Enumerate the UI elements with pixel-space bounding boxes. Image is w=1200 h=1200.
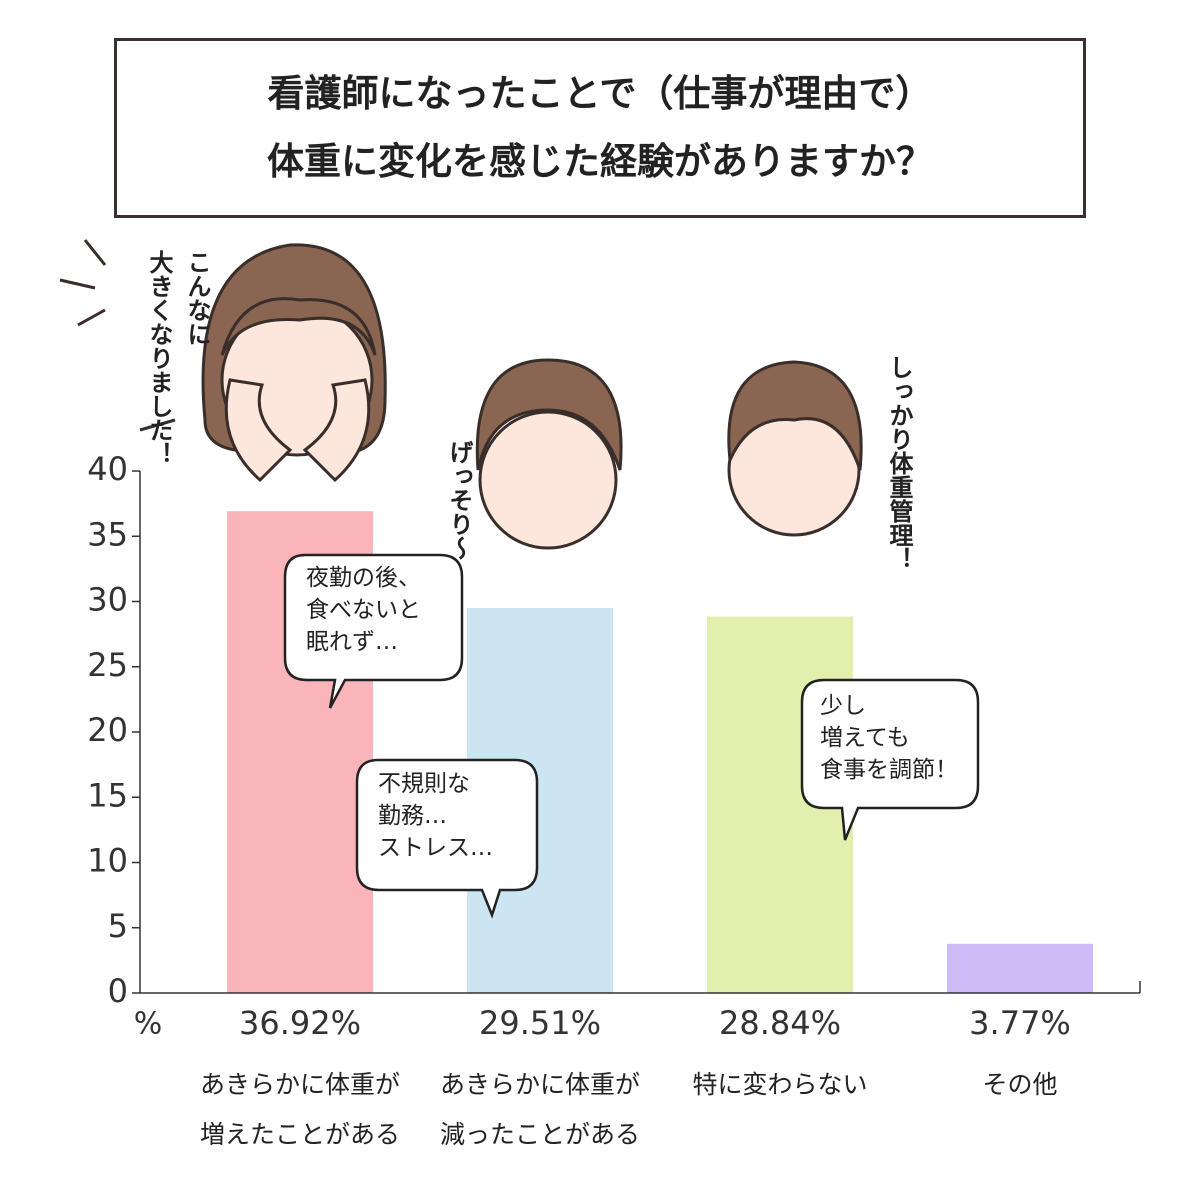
y-tick-label: 35 — [87, 515, 128, 553]
chart-title: 看護師になったことで（仕事が理由で） 体重に変化を感じた経験がありますか？ — [114, 38, 1086, 218]
bubble-text: 夜勤の後、 食べないと 眠れず… — [306, 565, 421, 655]
speech-text: しっかり体重管理！ — [885, 355, 913, 571]
illustrations — [59, 239, 863, 550]
y-tick-label: 15 — [87, 776, 128, 814]
y-tick-label: 0 — [108, 972, 128, 1010]
y-tick-label: 20 — [87, 711, 128, 749]
x-tick-label: その他 — [982, 1070, 1058, 1099]
value-label: 36.92% — [239, 1004, 361, 1042]
y-tick-label: 25 — [87, 646, 128, 684]
speech-text: こんなに 大きくなりました！ — [145, 250, 211, 466]
y-tick-label: 30 — [87, 581, 128, 619]
x-tick-label: あきらかに体重が 増えたことがある — [199, 1070, 400, 1149]
bar — [947, 943, 1093, 993]
x-tick-label: あきらかに体重が 減ったことがある — [439, 1070, 640, 1149]
value-label: 3.77% — [969, 1004, 1071, 1042]
y-tick-label: 40 — [87, 450, 128, 488]
y-unit: % — [134, 1007, 163, 1042]
x-tick-label: 特に変わらない — [692, 1070, 868, 1099]
y-tick-label: 5 — [108, 907, 128, 945]
speech-bubbles — [283, 553, 980, 919]
y-tick-label: 10 — [87, 842, 128, 880]
value-label: 28.84% — [719, 1004, 841, 1042]
bubble-text: 少し 増えても 食事を調節！ — [820, 693, 958, 783]
bubble-text: 不規則な 勤務… ストレス… — [378, 771, 493, 861]
value-label: 29.51% — [479, 1004, 601, 1042]
speech-text: げっそり〜 — [445, 440, 473, 560]
